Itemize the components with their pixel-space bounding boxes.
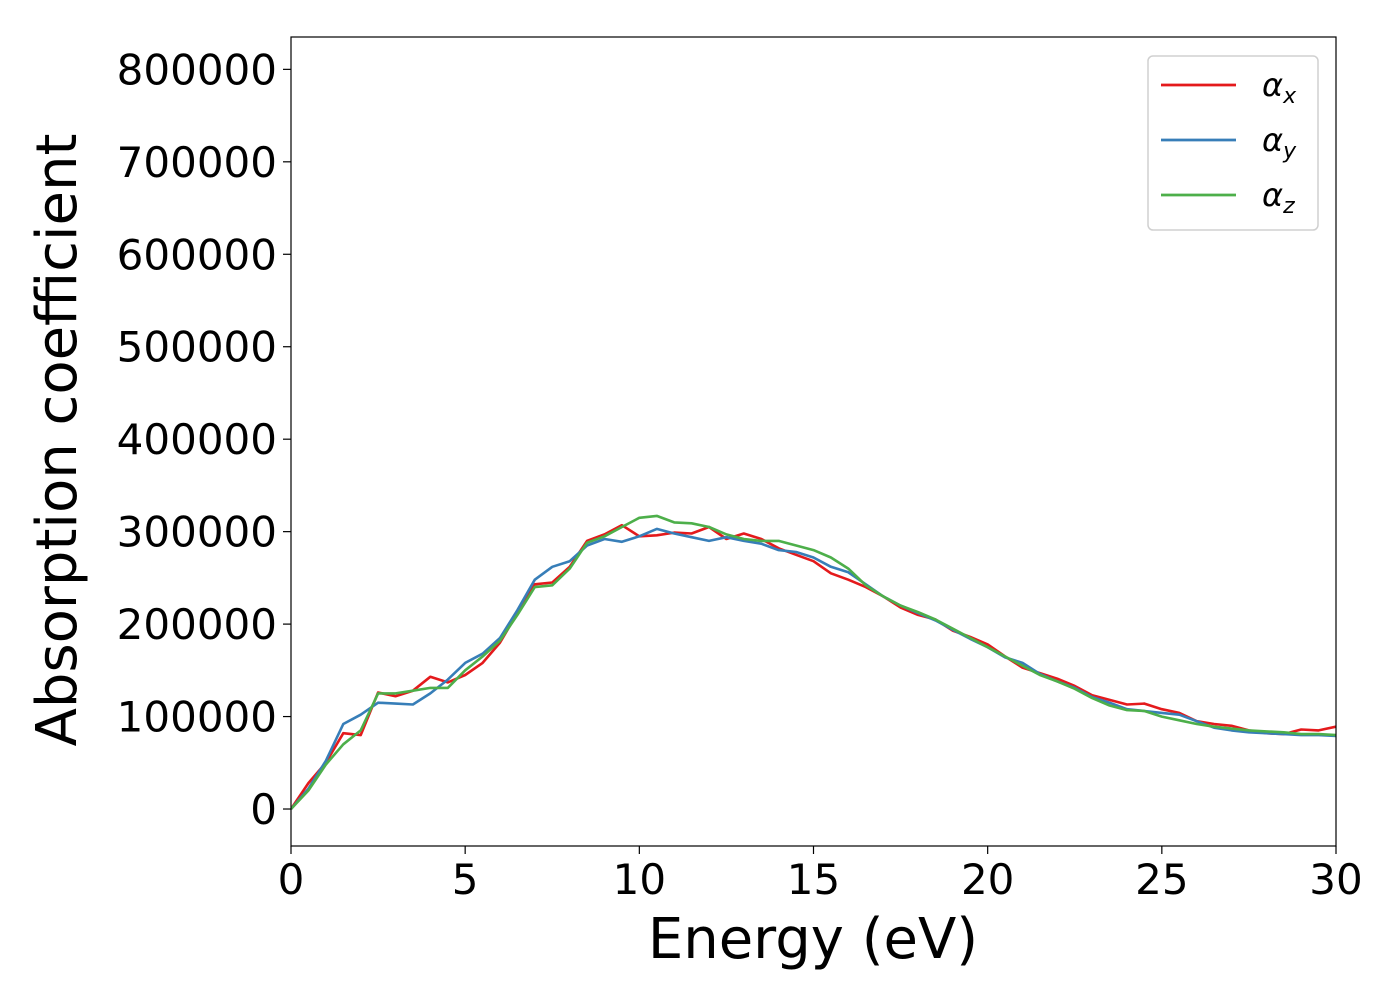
y-tick-label: 800000 [117,45,277,94]
legend-box [1147,55,1319,231]
y-tick-label: 400000 [117,415,277,464]
x-tick-label: 15 [787,855,840,904]
y-tick-label: 600000 [117,230,277,279]
axes: 0 5 10 15 20 25 30 0 100000 200000 300000 400000 500… [117,36,1363,904]
y-tick-label: 200000 [117,600,277,649]
legend-label-x: αx [1262,66,1297,109]
plot-area [291,514,1336,810]
y-axis-label: Absorption coefficient [25,134,90,747]
x-tick-label: 5 [452,855,479,904]
y-tick-label: 0 [250,785,277,834]
series-line-y [291,527,1336,810]
legend: αx αy αz [1147,55,1319,231]
legend-label-y: αy [1262,121,1297,164]
y-tick-label: 700000 [117,138,277,187]
x-tick-label: 10 [613,855,666,904]
x-tick-label: 25 [1135,855,1188,904]
x-axis-label: Energy (eV) [648,907,978,972]
series-line-x [291,523,1336,810]
legend-label-z: αz [1262,176,1295,219]
x-tick-label: 30 [1309,855,1362,904]
y-tick-label: 500000 [117,323,277,372]
y-tick-label: 100000 [117,693,277,742]
y-tick-label: 300000 [117,508,277,557]
x-tick-label: 0 [278,855,305,904]
x-tick-label: 20 [961,855,1014,904]
series-line-z [291,514,1336,810]
